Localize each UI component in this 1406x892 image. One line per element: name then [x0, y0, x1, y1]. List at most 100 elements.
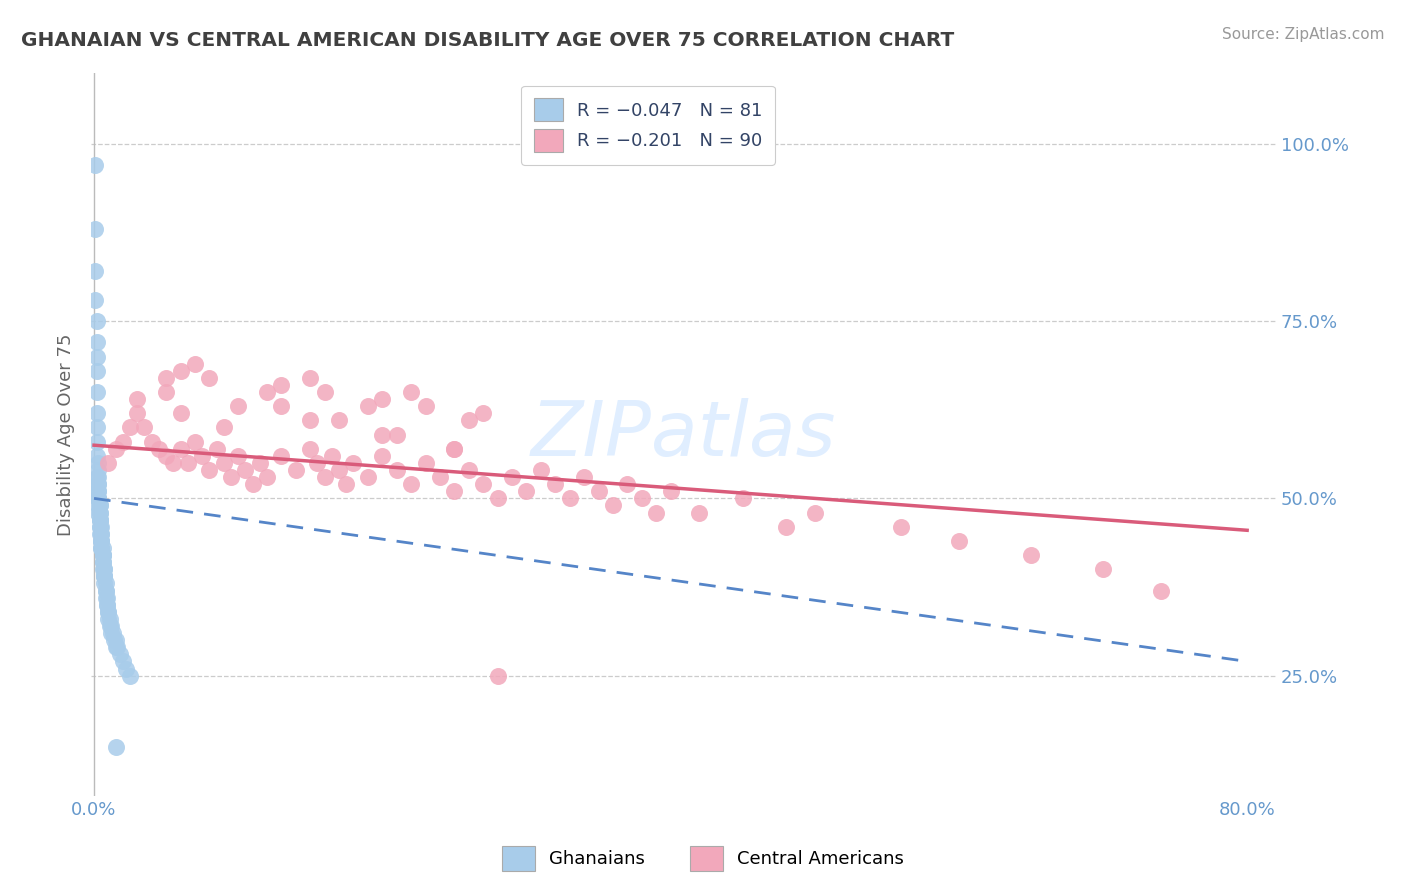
Point	[89, 499, 111, 513]
Point	[242, 477, 264, 491]
Point	[87, 477, 110, 491]
Point	[89, 513, 111, 527]
Point	[89, 506, 111, 520]
Point	[87, 499, 110, 513]
Point	[104, 633, 127, 648]
Point	[86, 314, 108, 328]
Legend: R = −0.047   N = 81, R = −0.201   N = 90: R = −0.047 N = 81, R = −0.201 N = 90	[522, 86, 775, 164]
Point	[803, 506, 825, 520]
Point	[90, 520, 112, 534]
Legend: Ghanaians, Central Americans: Ghanaians, Central Americans	[495, 838, 911, 879]
Point	[97, 605, 120, 619]
Point	[93, 569, 115, 583]
Point	[198, 463, 221, 477]
Point	[86, 384, 108, 399]
Point	[226, 449, 249, 463]
Point	[86, 449, 108, 463]
Point	[87, 506, 110, 520]
Point	[307, 456, 329, 470]
Point	[87, 484, 110, 499]
Point	[155, 371, 177, 385]
Point	[111, 655, 134, 669]
Point	[314, 384, 336, 399]
Point	[90, 541, 112, 555]
Point	[94, 591, 117, 605]
Point	[415, 456, 437, 470]
Point	[371, 392, 394, 406]
Point	[127, 392, 149, 406]
Point	[256, 384, 278, 399]
Point	[91, 555, 114, 569]
Point	[249, 456, 271, 470]
Point	[630, 491, 652, 506]
Point	[371, 427, 394, 442]
Point	[127, 406, 149, 420]
Point	[96, 598, 118, 612]
Point	[94, 583, 117, 598]
Point	[270, 449, 292, 463]
Point	[98, 619, 121, 633]
Point	[86, 470, 108, 484]
Text: GHANAIAN VS CENTRAL AMERICAN DISABILITY AGE OVER 75 CORRELATION CHART: GHANAIAN VS CENTRAL AMERICAN DISABILITY …	[21, 31, 955, 50]
Point	[399, 384, 422, 399]
Point	[89, 513, 111, 527]
Point	[89, 506, 111, 520]
Point	[443, 442, 465, 456]
Point	[169, 442, 191, 456]
Point	[103, 633, 125, 648]
Point	[84, 158, 107, 172]
Text: ZIPatlas: ZIPatlas	[531, 398, 837, 472]
Point	[558, 491, 581, 506]
Point	[328, 463, 350, 477]
Point	[314, 470, 336, 484]
Point	[155, 384, 177, 399]
Point	[86, 364, 108, 378]
Point	[342, 456, 364, 470]
Point	[91, 541, 114, 555]
Point	[90, 533, 112, 548]
Point	[155, 449, 177, 463]
Point	[97, 456, 120, 470]
Point	[104, 640, 127, 655]
Point	[84, 264, 107, 278]
Point	[87, 491, 110, 506]
Point	[94, 583, 117, 598]
Point	[87, 456, 110, 470]
Point	[544, 477, 567, 491]
Point	[91, 548, 114, 562]
Point	[299, 371, 322, 385]
Point	[457, 463, 479, 477]
Point	[86, 335, 108, 350]
Point	[212, 420, 235, 434]
Point	[91, 548, 114, 562]
Point	[284, 463, 307, 477]
Point	[87, 470, 110, 484]
Point	[96, 598, 118, 612]
Point	[87, 463, 110, 477]
Point	[357, 470, 380, 484]
Y-axis label: Disability Age Over 75: Disability Age Over 75	[58, 334, 75, 536]
Point	[87, 491, 110, 506]
Point	[443, 484, 465, 499]
Point	[890, 520, 912, 534]
Point	[184, 357, 207, 371]
Point	[148, 442, 170, 456]
Point	[108, 648, 131, 662]
Point	[385, 427, 408, 442]
Point	[572, 470, 595, 484]
Point	[184, 434, 207, 449]
Point	[1019, 548, 1042, 562]
Point	[120, 668, 142, 682]
Point	[93, 562, 115, 576]
Point	[97, 612, 120, 626]
Point	[105, 640, 128, 655]
Point	[84, 222, 107, 236]
Point	[472, 477, 495, 491]
Point	[86, 434, 108, 449]
Point	[100, 626, 122, 640]
Point	[104, 442, 127, 456]
Point	[357, 399, 380, 413]
Point	[90, 533, 112, 548]
Point	[97, 605, 120, 619]
Point	[212, 456, 235, 470]
